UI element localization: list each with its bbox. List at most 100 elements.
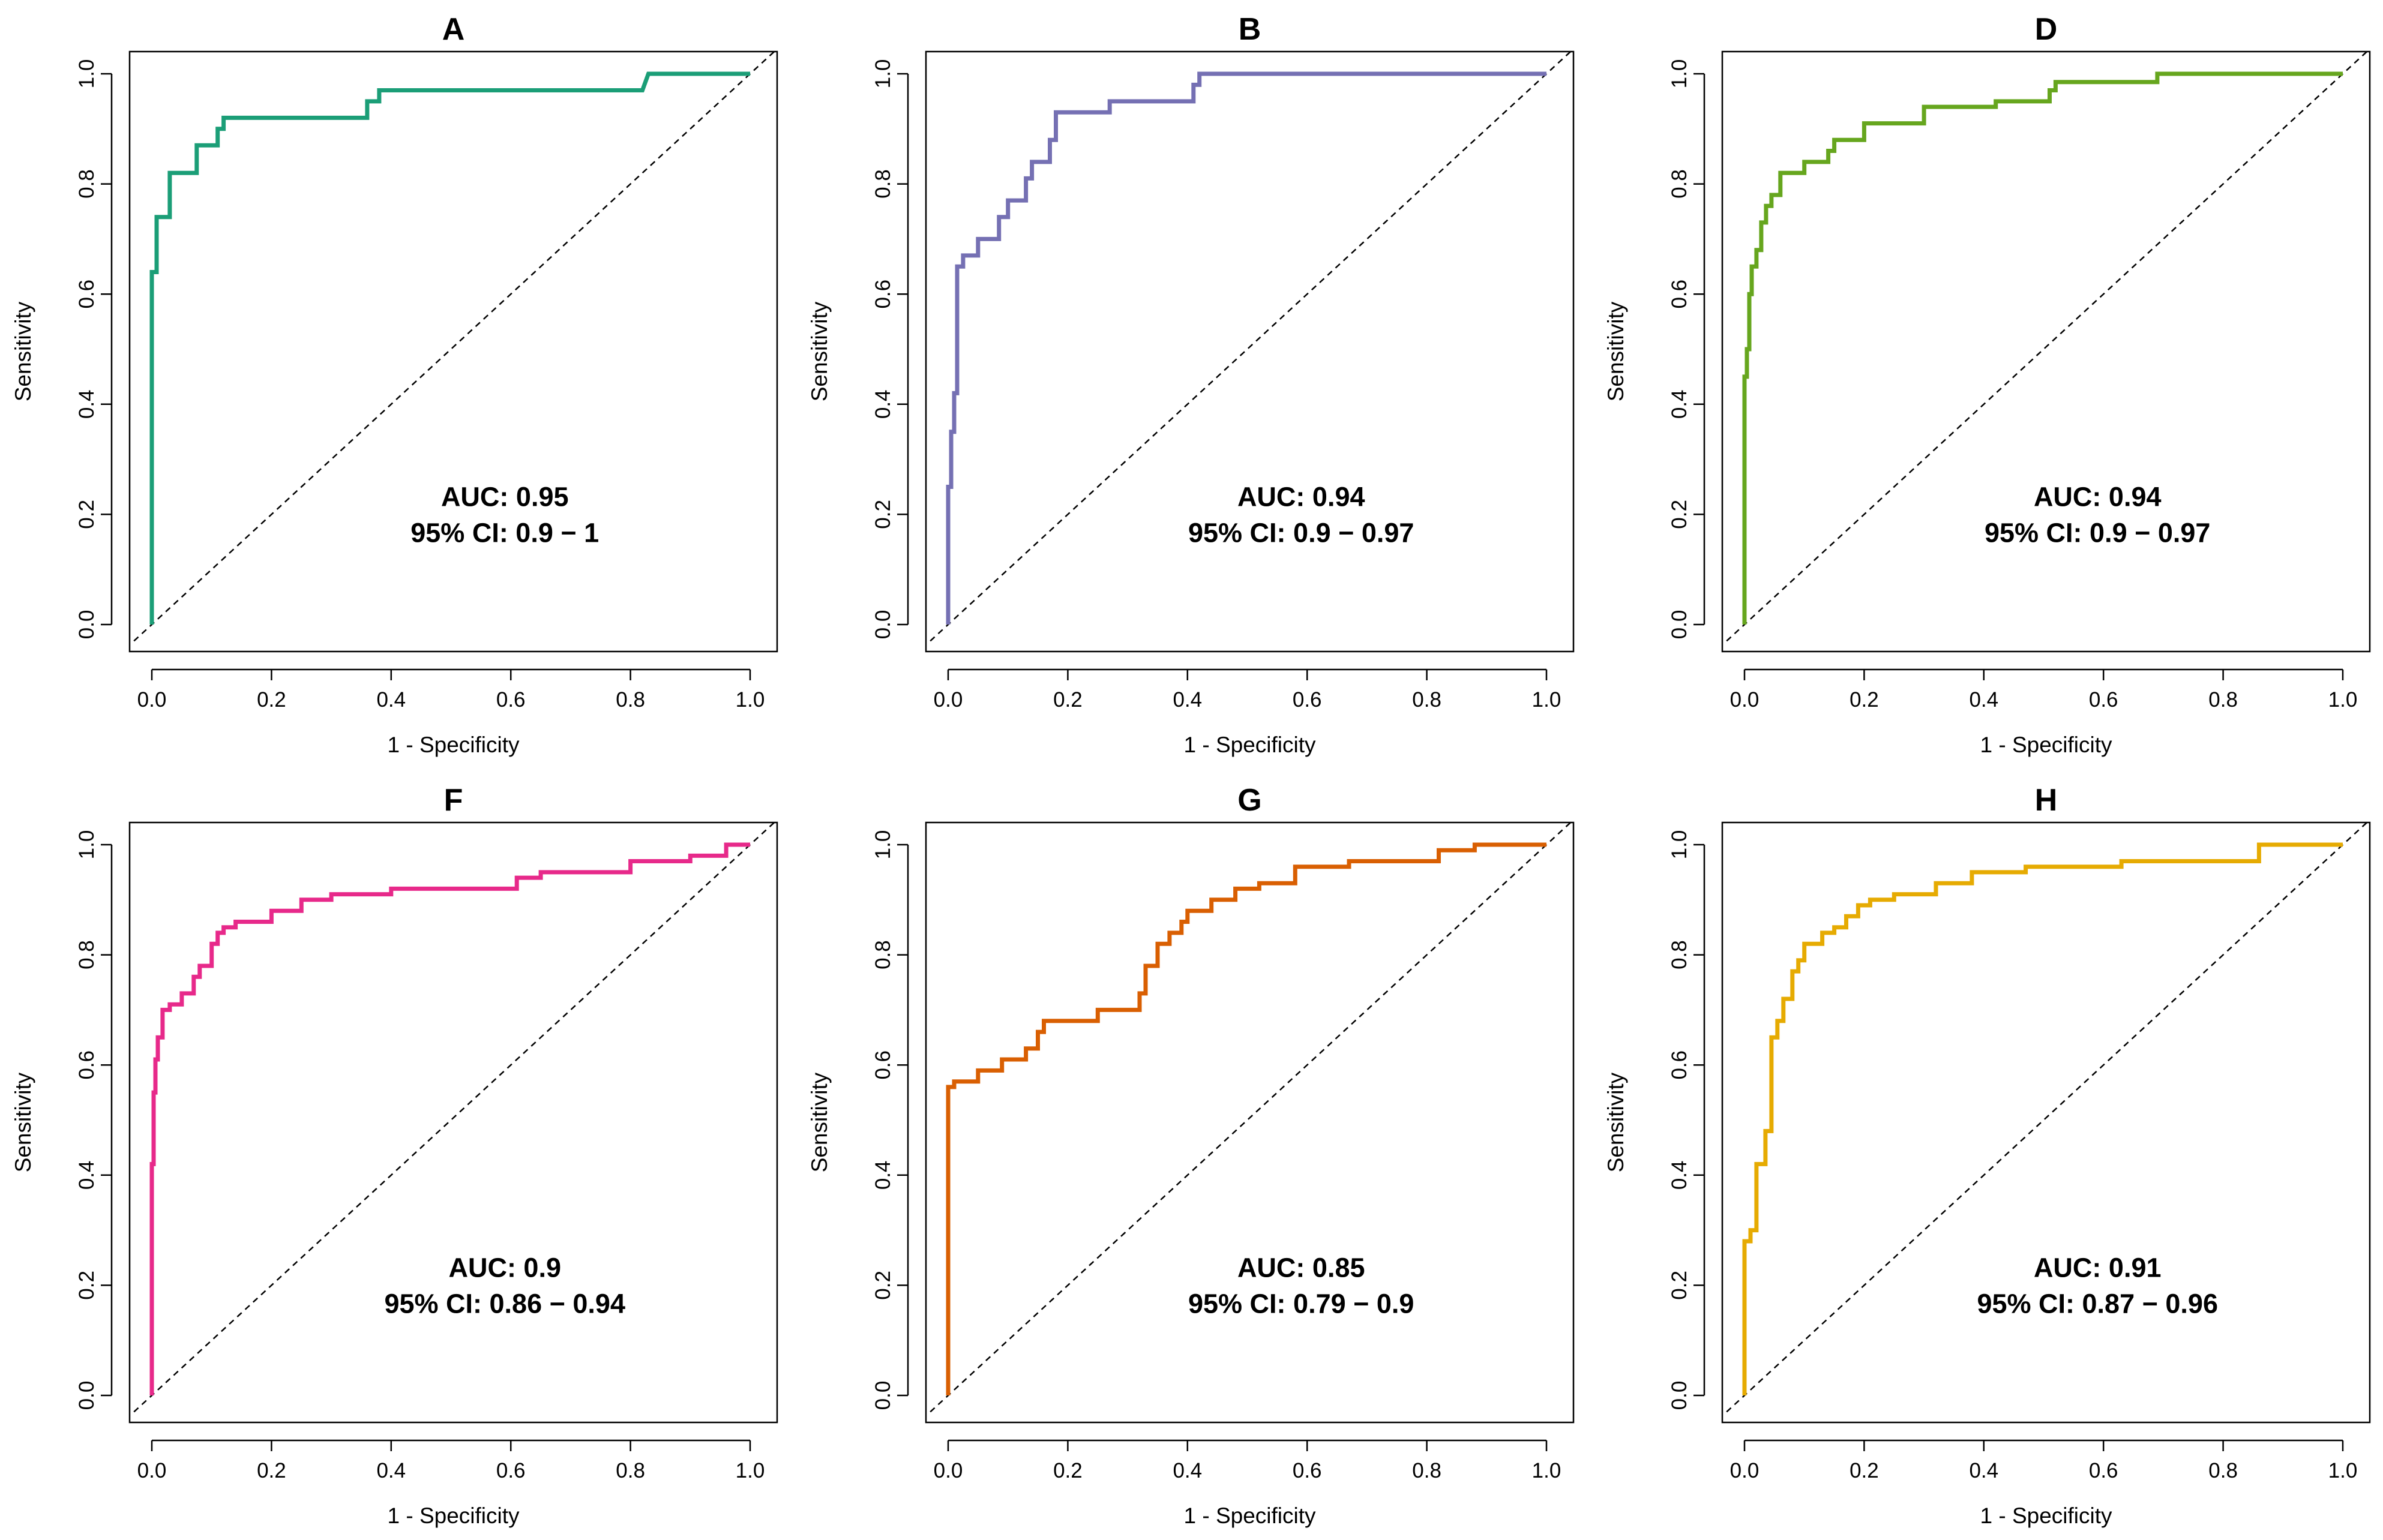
x-tick-label: 0.0 (137, 1459, 167, 1482)
roc-panel-b: B 0.0 0.2 0.4 0.6 0.8 1.0 0.0 0.2 0.4 0.6 0.8 1.0 1 -… (807, 12, 1575, 757)
y-tick-label: 0.8 (871, 169, 895, 199)
auc-label: AUC: 0.94 (2034, 482, 2162, 512)
x-tick-label: 0.6 (2089, 688, 2118, 712)
ci-label: 95% CI: 0.79 − 0.9 (1188, 1288, 1414, 1319)
y-tick-label: 0.0 (871, 610, 895, 640)
plot-frame (925, 50, 1575, 653)
y-tick-label: 0.6 (1668, 1050, 1691, 1080)
x-tick-label: 0.8 (616, 1459, 645, 1482)
y-tick-label: 0.4 (1668, 389, 1691, 419)
y-tick-label: 1.0 (1668, 830, 1691, 860)
x-tick-label: 0.8 (2208, 1459, 2238, 1482)
x-tick-label: 0.0 (934, 688, 963, 712)
x-tick-label: 0.0 (137, 688, 167, 712)
roc-panel-d: D 0.0 0.2 0.4 0.6 0.8 1.0 0.0 0.2 0.4 0.6 0.8 1.0 1 -… (1603, 12, 2371, 757)
y-tick-label: 0.6 (1668, 280, 1691, 309)
y-tick-label: 0.2 (1668, 1271, 1691, 1300)
y-axis-label: Sensitivity (807, 301, 832, 401)
x-tick-label: 0.2 (1053, 1459, 1083, 1482)
y-tick-label: 1.0 (1668, 59, 1691, 89)
x-tick-label: 0.4 (376, 1459, 406, 1482)
y-tick-label: 0.2 (871, 1271, 895, 1300)
y-tick-label: 0.4 (1668, 1160, 1691, 1190)
y-tick-label: 0.2 (1668, 500, 1691, 529)
y-tick-label: 1.0 (75, 59, 98, 89)
y-axis-label: Sensitivity (1603, 301, 1628, 401)
roc-panel-h: H 0.0 0.2 0.4 0.6 0.8 1.0 0.0 0.2 0.4 0.6 0.8 1.0 1 -… (1603, 783, 2371, 1528)
y-tick-label: 0.0 (75, 610, 98, 640)
ci-label: 95% CI: 0.9 − 1 (410, 517, 599, 548)
auc-label: AUC: 0.85 (1237, 1253, 1365, 1283)
x-tick-label: 0.4 (1969, 1459, 1998, 1482)
x-tick-label: 0.4 (1173, 688, 1202, 712)
x-tick-label: 1.0 (736, 688, 765, 712)
reference-diagonal (130, 51, 775, 645)
x-tick-label: 0.2 (257, 1459, 286, 1482)
y-axis-label: Sensitivity (11, 1072, 35, 1172)
roc-panel-f: F 0.0 0.2 0.4 0.6 0.8 1.0 0.0 0.2 0.4 0.6 0.8 1.0 1 -… (11, 783, 778, 1528)
x-tick-label: 0.2 (257, 688, 286, 712)
panel-title: D (2035, 12, 2058, 47)
y-tick-label: 0.0 (1668, 1381, 1691, 1410)
x-tick-label: 0.2 (1850, 688, 1879, 712)
reference-diagonal (130, 822, 775, 1416)
plot-frame (128, 50, 778, 653)
x-tick-label: 0.4 (1969, 688, 1998, 712)
roc-curve (1742, 842, 2343, 1395)
x-axis-label: 1 - Specificity (1980, 1503, 2112, 1528)
auc-label: AUC: 0.9 (448, 1253, 561, 1283)
y-tick-label: 0.8 (1668, 940, 1691, 969)
y-tick-label: 0.8 (871, 940, 895, 969)
y-tick-label: 0.4 (871, 1160, 895, 1190)
x-tick-label: 0.6 (1293, 688, 1322, 712)
y-tick-label: 1.0 (871, 59, 895, 89)
y-tick-label: 1.0 (871, 830, 895, 860)
panel-title: H (2035, 783, 2058, 818)
x-axis-label: 1 - Specificity (1183, 1503, 1316, 1528)
x-axis-label: 1 - Specificity (387, 1503, 520, 1528)
panel-title: G (1237, 783, 1261, 818)
y-tick-label: 0.0 (1668, 610, 1691, 640)
x-tick-label: 0.2 (1850, 1459, 1879, 1482)
x-tick-label: 0.4 (376, 688, 406, 712)
x-tick-label: 0.8 (2208, 688, 2238, 712)
x-tick-label: 0.0 (1730, 688, 1759, 712)
x-axis-label: 1 - Specificity (1183, 733, 1316, 757)
y-tick-label: 0.8 (1668, 169, 1691, 199)
y-tick-label: 0.6 (871, 280, 895, 309)
y-tick-label: 0.6 (871, 1050, 895, 1080)
x-tick-label: 0.6 (496, 1459, 526, 1482)
x-tick-label: 1.0 (1532, 688, 1561, 712)
x-tick-label: 0.6 (496, 688, 526, 712)
y-tick-label: 0.0 (871, 1381, 895, 1410)
auc-label: AUC: 0.91 (2034, 1253, 2162, 1283)
panel-title: A (442, 12, 465, 47)
ci-label: 95% CI: 0.87 − 0.96 (1977, 1288, 2218, 1319)
auc-label: AUC: 0.95 (441, 482, 569, 512)
x-tick-label: 1.0 (1532, 1459, 1561, 1482)
panel-title: B (1239, 12, 1261, 47)
y-tick-label: 0.4 (75, 389, 98, 419)
roc-panel-a: A 0.0 0.2 0.4 0.6 0.8 1.0 0.0 0.2 0.4 0.6 0.8 1.0 1 -… (11, 12, 778, 757)
reference-diagonal (927, 822, 1571, 1416)
y-axis-label: Sensitivity (11, 301, 35, 401)
plot-frame (1721, 821, 2371, 1424)
y-tick-label: 0.2 (75, 500, 98, 529)
plot-frame (925, 821, 1575, 1424)
x-axis-label: 1 - Specificity (1980, 733, 2112, 757)
ci-label: 95% CI: 0.9 − 0.97 (1188, 517, 1414, 548)
x-tick-label: 0.0 (1730, 1459, 1759, 1482)
reference-diagonal (1723, 51, 2367, 645)
roc-curve (149, 842, 750, 1395)
y-tick-label: 1.0 (75, 830, 98, 860)
x-tick-label: 0.8 (616, 688, 645, 712)
roc-curve (946, 71, 1546, 625)
y-tick-label: 0.4 (75, 1160, 98, 1190)
x-tick-label: 0.0 (934, 1459, 963, 1482)
x-tick-label: 1.0 (736, 1459, 765, 1482)
y-tick-label: 0.8 (75, 169, 98, 199)
x-tick-label: 1.0 (2328, 1459, 2358, 1482)
reference-diagonal (1723, 822, 2367, 1416)
auc-label: AUC: 0.94 (1237, 482, 1365, 512)
